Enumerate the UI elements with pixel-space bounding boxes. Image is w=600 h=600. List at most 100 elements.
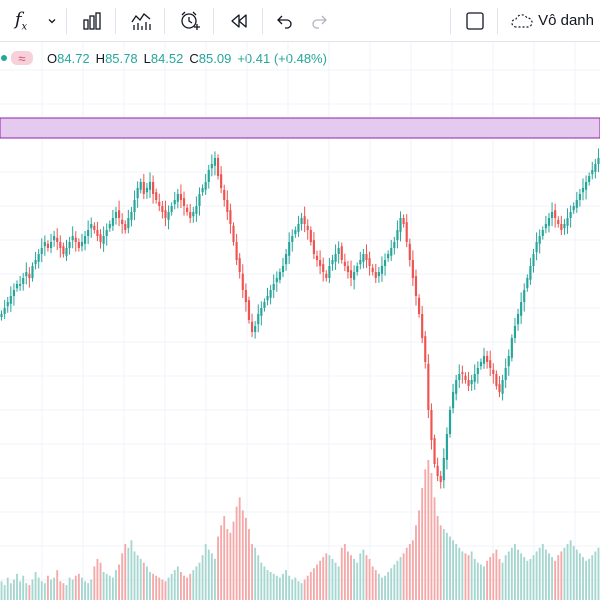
volume-bar [65,585,68,600]
candle [331,254,334,271]
candle [464,372,467,384]
candle-body [544,224,547,229]
candle [399,211,402,242]
save-layout-button[interactable]: Vô danh [504,4,600,38]
volume-bar [53,577,56,600]
legend-low: L84.52 [143,50,184,66]
candle [312,232,315,260]
alarm-clock-icon [181,11,200,30]
candle [408,238,411,267]
candle [535,232,538,261]
volume-bar [272,573,275,600]
bar-replay-button[interactable] [220,4,258,38]
candle [9,286,12,312]
indicators-button[interactable]: fx [2,4,40,38]
candle [554,203,557,228]
volume-bar [244,517,247,600]
volume-bar [532,555,535,600]
volume-bar [12,579,15,600]
volume-bar [594,551,597,600]
candle [303,206,306,233]
volume-bar [214,558,216,600]
candle-body [331,260,334,265]
price-zone-rectangle[interactable] [0,117,600,139]
candle-body [343,261,346,266]
candle [402,214,405,228]
candle [291,229,294,252]
volume-bar [442,529,445,600]
candle-body [492,369,495,374]
candle [257,304,260,333]
volume-bar [464,553,467,600]
volume-bar [486,560,489,600]
volume-bar [25,583,28,600]
candle-body [377,272,380,277]
candle [476,361,479,384]
candle-body [56,237,59,242]
candle [182,191,186,216]
candle [458,364,461,389]
candle-body [597,158,600,164]
volume-bar [523,557,526,600]
candle-body [179,194,183,200]
volume-bar [359,553,362,600]
candle [99,229,102,249]
toolbar-divider [497,7,499,34]
candle-body [476,368,479,374]
volume-bar [28,585,31,600]
candle [414,269,418,306]
indicators-dropdown-button[interactable] [42,4,62,38]
price-chart[interactable] [0,42,600,600]
candle [80,233,84,252]
candle [216,154,220,180]
candle [229,203,232,234]
toolbar-divider [115,7,116,34]
candle-body [263,302,266,308]
volume-bar [210,553,213,600]
candle [250,313,254,338]
candle-body [445,434,448,460]
candle [93,222,96,234]
redo-button[interactable] [303,4,335,38]
volume-bar [365,555,368,600]
undo-button[interactable] [269,4,301,38]
candle [164,200,167,227]
candle-body [229,210,232,224]
candle-body [124,224,127,230]
candle-body [303,216,306,224]
chart-type-button[interactable] [73,4,111,38]
candle-body [325,273,328,278]
volume-bar [260,562,263,600]
candle [322,257,325,282]
alert-button[interactable] [171,4,209,38]
candle-body [83,236,87,244]
candle-body [594,164,597,172]
volume-bar [476,562,479,600]
candle-body [479,362,483,367]
candle [569,205,572,228]
volume-bar [278,577,281,600]
candle [198,187,201,216]
candle-body [482,356,486,364]
candlesticks [0,148,600,489]
indicator-templates-button[interactable] [122,4,160,38]
candle-body [257,314,260,325]
volume-bar [405,547,408,600]
candle [37,248,40,269]
volume-bar [309,572,312,600]
volume-bar [127,547,130,600]
volume-bar [248,529,250,600]
indicator-pill[interactable]: ≈ [11,51,33,66]
candle-body [96,230,99,236]
candle-body [269,290,272,298]
candle [155,188,158,204]
candle-body [216,158,220,176]
volume-bar [436,516,439,600]
fullscreen-button[interactable] [457,4,493,38]
candle [315,250,319,267]
candle [526,274,529,292]
volume-bar [84,581,86,600]
volume-bar [81,577,83,600]
volume-bar [529,558,532,600]
candle-body [87,230,90,236]
